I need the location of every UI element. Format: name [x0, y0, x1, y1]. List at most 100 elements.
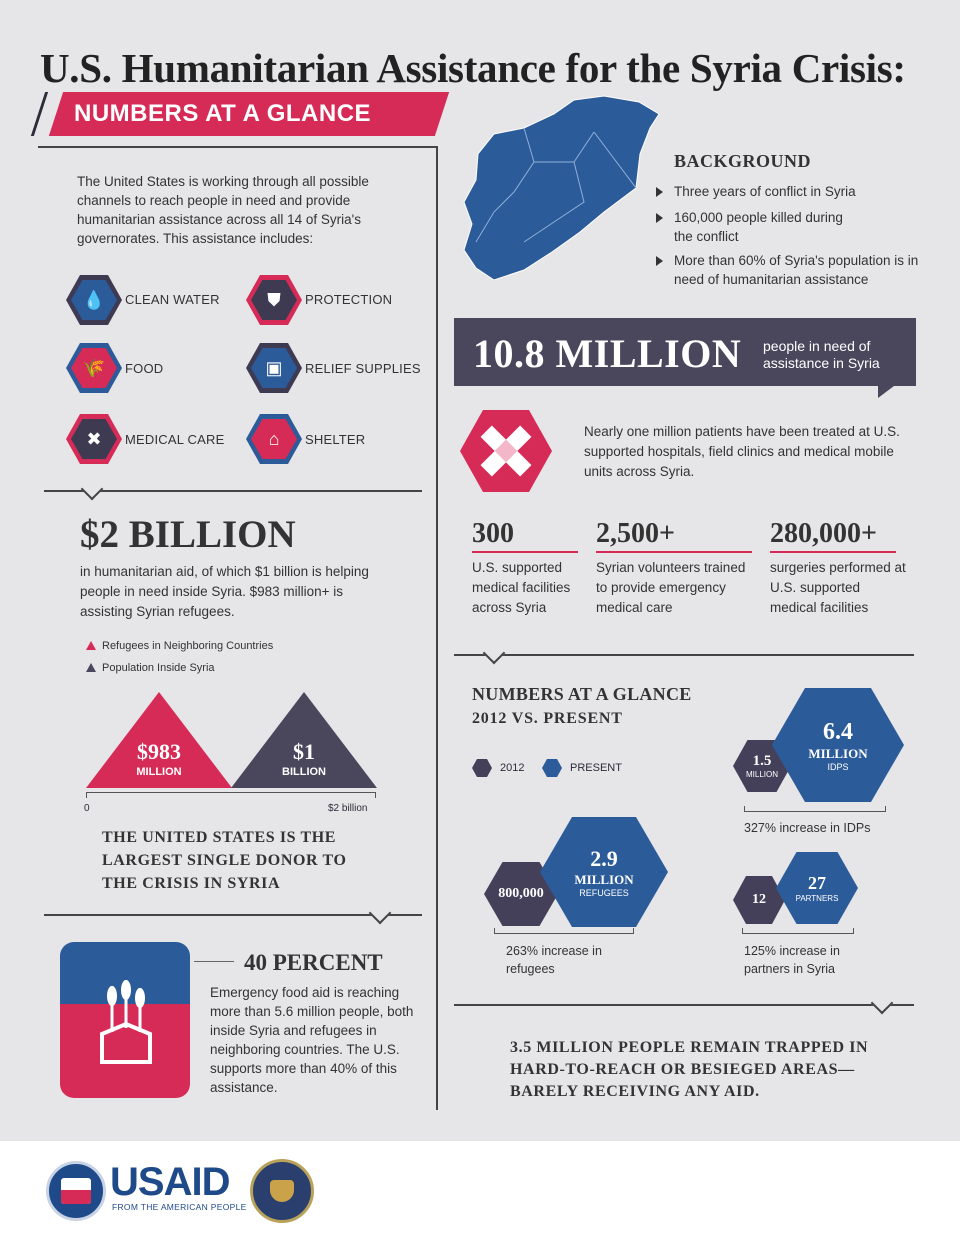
usaid-tagline: FROM THE AMERICAN PEOPLE: [112, 1202, 247, 1212]
service-protection: ⛊: [246, 275, 302, 325]
idps-present-label: IDPS: [827, 761, 849, 772]
service-shelter: ⌂: [246, 414, 302, 464]
refugees-increase: 263% increase in refugees: [506, 944, 602, 976]
background-title: BACKGROUND: [674, 151, 812, 171]
idps-present: 6.4 MILLION IDPS: [772, 688, 904, 802]
legend-triangle-refugees: [86, 641, 96, 650]
water-drops-icon: 💧: [71, 280, 117, 320]
percent-dash: [194, 961, 234, 962]
trapped-statement: 3.5 MILLION PEOPLE REMAIN TRAPPED IN HAR…: [510, 1039, 869, 1100]
idps-present-value: 6.4: [823, 718, 853, 745]
partners-2012: 12: [733, 876, 785, 924]
service-medical: ✖: [66, 414, 122, 464]
idps-2012: 1.5 MILLION: [733, 740, 791, 792]
stat-underline: [596, 551, 752, 553]
state-department-seal-icon: [250, 1159, 314, 1223]
axis-end: $2 billion: [328, 803, 368, 814]
idps-increase: 327% increase in IDPs: [744, 821, 871, 835]
refugees-triangle: [86, 692, 232, 788]
partners-bracket: [742, 928, 854, 934]
background-bullet: Three years of conflict in Syria: [656, 182, 924, 201]
divider-notch: [80, 477, 104, 501]
idps-2012-value: 1.5: [752, 753, 772, 769]
divider: [454, 654, 914, 656]
partners-present: 27 PARTNERS: [776, 852, 858, 924]
service-label: CLEAN WATER: [125, 292, 220, 307]
legend-2012-swatch: [472, 759, 492, 777]
partners-increase: 125% increase in partners in Syria: [744, 944, 840, 976]
stat-underline: [770, 551, 896, 553]
stat-text: U.S. supported medical facilities across…: [472, 560, 571, 615]
refugees-unit: MILLION: [136, 766, 182, 778]
refugees-2012-value: 800,000: [498, 886, 544, 901]
service-label: MEDICAL CARE: [125, 432, 225, 447]
inside-value: $1: [293, 739, 315, 764]
divider: [38, 146, 438, 148]
usaid-seal-icon: [46, 1161, 106, 1221]
legend-2012: 2012: [500, 762, 525, 774]
legend-present: PRESENT: [570, 762, 622, 774]
stat-number: 280,000+: [770, 518, 877, 549]
syria-map: [463, 95, 660, 281]
stat-underline: [472, 551, 578, 553]
refugees-present-value: 2.9: [590, 846, 618, 871]
funding-text: in humanitarian aid, of which $1 billion…: [80, 564, 369, 619]
service-label: PROTECTION: [305, 292, 393, 307]
service-label: FOOD: [125, 361, 164, 376]
idps-bracket: [744, 806, 886, 812]
background-bullet: 160,000 people killed during the conflic…: [656, 208, 864, 246]
refugees-present-label: REFUGEES: [579, 888, 629, 898]
funding-title: $2 BILLION: [80, 513, 296, 556]
partners-2012-value: 12: [752, 892, 766, 907]
axis-start: 0: [84, 803, 90, 814]
stat-number: 300: [472, 518, 514, 549]
patients-text: Nearly one million patients have been tr…: [584, 424, 900, 479]
refugees-present-unit: MILLION: [574, 872, 634, 887]
service-food: 🌾: [66, 343, 122, 393]
divider: [454, 1004, 914, 1006]
page-title: U.S. Humanitarian Assistance for the Syr…: [40, 45, 906, 91]
need-text: people in need of assistance in Syria: [763, 338, 880, 371]
donor-statement: THE UNITED STATES IS THE LARGEST SINGLE …: [102, 829, 347, 892]
divider-notch: [368, 901, 392, 925]
house-icon: ⌂: [251, 419, 297, 459]
legend-triangle-inside: [86, 663, 96, 672]
usaid-logo: USAID: [110, 1160, 230, 1204]
center-divider: [436, 146, 438, 1110]
food-box-icon: 🌾: [71, 348, 117, 388]
need-number: 10.8 MILLION: [473, 331, 742, 376]
partners-present-value: 27: [808, 873, 826, 893]
bandage-icon: ✖: [71, 419, 117, 459]
refugees-value: $983: [137, 739, 181, 764]
service-label: RELIEF SUPPLIES: [305, 361, 421, 376]
refugees-bracket: [494, 928, 634, 934]
background-bullet: More than 60% of Syria's population is i…: [656, 253, 919, 287]
refugees-present: 2.9 MILLION REFUGEES: [540, 817, 668, 927]
glance-title: NUMBERS AT A GLANCE: [472, 684, 692, 704]
funding-axis: [86, 792, 376, 798]
page-subtitle: NUMBERS AT A GLANCE: [74, 100, 372, 127]
footer: [0, 1141, 960, 1242]
partners-present-label: PARTNERS: [795, 894, 839, 903]
stat-text: Syrian volunteers trained to provide eme…: [596, 560, 746, 615]
stat-number: 2,500+: [596, 518, 675, 549]
divider-notch: [482, 641, 506, 665]
supplies-box-icon: ▣: [251, 348, 297, 388]
food-title: 40 PERCENT: [244, 950, 383, 975]
food-sack-icon: [60, 942, 190, 1098]
legend-label: Refugees in Neighboring Countries: [102, 640, 274, 652]
banner-fold: [878, 386, 894, 398]
divider-notch: [870, 991, 894, 1015]
service-label: SHELTER: [305, 432, 366, 447]
inside-unit: BILLION: [282, 766, 326, 778]
need-banner: [454, 318, 916, 386]
intro-text: The United States is working through all…: [77, 174, 369, 246]
inside-triangle: [231, 692, 377, 788]
legend-present-swatch: [542, 759, 562, 777]
shield-icon: ⛊: [251, 280, 297, 320]
stat-text: surgeries performed at U.S. supported me…: [770, 560, 906, 615]
glance-subtitle: 2012 VS. PRESENT: [472, 710, 623, 727]
idps-present-unit: MILLION: [808, 745, 868, 761]
idps-2012-unit: MILLION: [745, 770, 778, 779]
bandage-icon: [460, 410, 552, 492]
